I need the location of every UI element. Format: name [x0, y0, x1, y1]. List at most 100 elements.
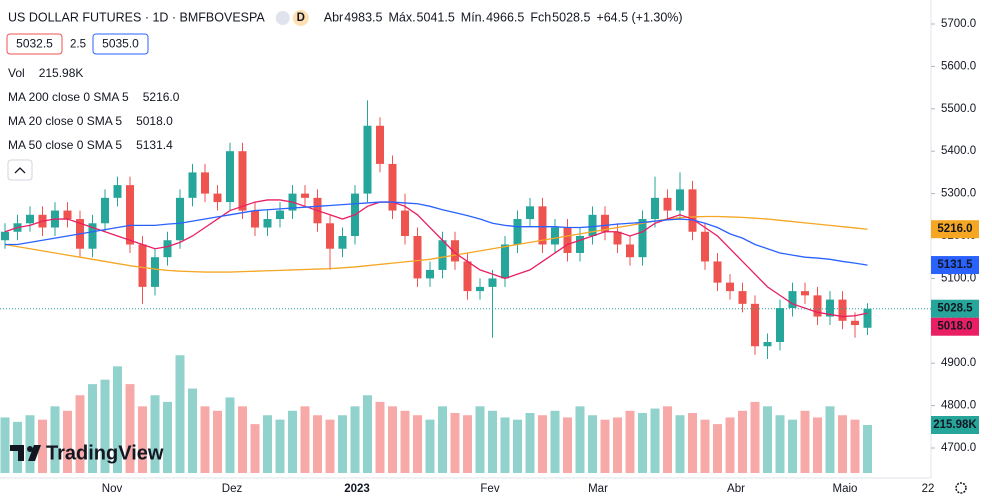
volume-bar	[225, 397, 235, 473]
collapse-icon	[14, 167, 26, 174]
price-badge	[931, 416, 979, 435]
candle-body	[376, 125, 384, 164]
candle-body	[826, 299, 834, 317]
candle-body	[763, 342, 772, 347]
volume-bar	[638, 413, 647, 473]
x-tick-label: Maio	[833, 483, 858, 495]
volume-bar	[38, 419, 47, 473]
indicator-value: 5216.0	[143, 90, 180, 104]
candle-body	[101, 197, 109, 224]
candle-body	[188, 172, 197, 198]
logo-text: TradingView	[46, 442, 164, 464]
candle-body	[251, 210, 259, 228]
ohlc-value: 5041.5	[417, 10, 455, 24]
price-badge	[931, 256, 979, 275]
volume-bar	[725, 417, 735, 473]
indicator-name: MA 20 close 0 SMA 5	[8, 114, 122, 128]
candle-body	[551, 227, 559, 245]
candle-body	[88, 223, 97, 249]
ma-line	[4, 199, 868, 318]
indicator-value: 5131.4	[136, 138, 173, 152]
indicator-name: MA 200 close 0 SMA 5	[8, 90, 129, 104]
ohlc-label: Fch	[530, 10, 551, 24]
volume-bar	[100, 379, 110, 473]
price-badge	[931, 299, 979, 318]
y-tick-label: 5100.0	[941, 272, 976, 284]
volume-bar	[550, 410, 560, 473]
candle-body	[326, 223, 334, 249]
candle-body	[476, 286, 484, 292]
volume-bar	[350, 406, 360, 473]
candle-body	[388, 163, 397, 211]
candle-body	[638, 219, 647, 258]
logo-dot	[27, 446, 33, 452]
indicator-value: 5018.0	[136, 114, 173, 128]
candle-body	[676, 189, 684, 211]
volume-bar	[413, 415, 422, 473]
candle-body	[301, 193, 309, 198]
settings-icon[interactable]	[955, 482, 967, 494]
volume-bar	[250, 424, 260, 473]
candle-body	[851, 320, 859, 326]
volume-bar	[375, 401, 385, 473]
volume-bar	[450, 413, 460, 473]
candle-body	[588, 214, 597, 236]
volume-bar	[338, 415, 347, 473]
price-badge-label: 5028.5	[937, 303, 973, 315]
volume-bar	[213, 410, 222, 473]
y-tick-label: 4900.0	[941, 357, 976, 369]
volume-bar	[738, 410, 747, 473]
x-tick-label: Dez	[222, 483, 243, 495]
volume-bar	[200, 406, 210, 473]
volume-bar	[675, 415, 685, 473]
volume-bar	[813, 417, 822, 473]
volume-bar	[863, 425, 872, 473]
volume-bar	[63, 410, 72, 473]
volume-bar	[50, 406, 60, 473]
ohlc-value: 4983.5	[344, 10, 382, 24]
candle-body	[813, 295, 822, 317]
logo-icon	[10, 445, 41, 461]
volume-bar	[175, 355, 185, 473]
sell-button[interactable]	[6, 33, 63, 55]
volume-bar	[25, 415, 35, 473]
collapse-button[interactable]	[7, 159, 33, 181]
volume-bar	[563, 417, 572, 473]
volume-bar	[525, 413, 535, 473]
volume-bar	[713, 424, 722, 473]
price-badge-label: 215.98K	[933, 419, 977, 431]
overlay: 5216.0 5131.5 5028.5 5018.0 215.98K US DOLLAR…	[6, 10, 979, 494]
candle-body	[426, 269, 434, 279]
candle-body	[201, 172, 209, 194]
x-tick-label: 2023	[344, 483, 370, 495]
volume-bar	[588, 415, 597, 473]
price-badge	[931, 317, 979, 336]
ohlc-label: Máx.	[388, 10, 415, 24]
price-badge-label: 5131.5	[937, 259, 973, 271]
candle-body	[126, 185, 134, 245]
volume-bar	[763, 406, 772, 473]
candle-body	[276, 210, 284, 220]
x-tick-label: Fev	[480, 483, 499, 495]
volume-bar	[775, 415, 785, 473]
y-tick-label: 5400.0	[941, 145, 976, 157]
volume-bar	[463, 415, 472, 473]
candle-body	[488, 278, 497, 287]
candle-body	[751, 303, 759, 347]
volume-bar	[825, 406, 835, 473]
y-tick-label: 5500.0	[941, 103, 976, 115]
candle-body	[788, 291, 797, 309]
candle-body	[576, 236, 584, 253]
buy-button[interactable]	[92, 33, 149, 55]
candle-body	[738, 291, 747, 304]
ma-line	[5, 201, 868, 266]
ohlc-label: Abr	[324, 10, 343, 24]
candle-body	[538, 206, 547, 245]
volume-bar	[438, 406, 447, 473]
x-tick-label: 22	[922, 483, 935, 495]
volume-bar	[425, 419, 435, 473]
candle-body	[651, 197, 659, 220]
candle-body	[463, 261, 472, 292]
volume-bar	[400, 410, 410, 473]
candle-body	[626, 244, 634, 258]
